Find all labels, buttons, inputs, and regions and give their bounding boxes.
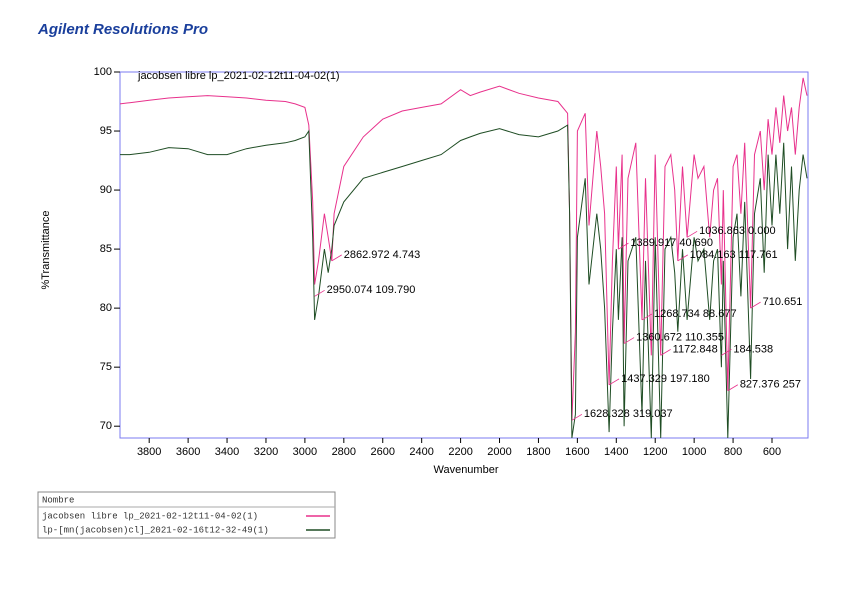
peak-label: 1084.163 117.761	[690, 249, 778, 261]
peak-label: 827.376 257	[740, 379, 801, 391]
y-tick-label: 80	[100, 302, 112, 314]
x-tick-label: 2600	[371, 446, 395, 458]
x-tick-label: 3600	[176, 446, 200, 458]
annotation-leader	[721, 349, 732, 356]
peak-label: 1036.863 0.000	[699, 225, 775, 237]
annotation-leader	[750, 301, 761, 309]
annotation-leader	[608, 378, 620, 386]
annotation-leader	[727, 384, 739, 392]
x-tick-label: 600	[763, 446, 781, 458]
y-tick-label: 85	[100, 243, 112, 255]
spectrum-label: jacobsen libre lp_2021-02-12t11-04-02(1)	[137, 70, 340, 82]
y-tick-label: 100	[94, 66, 112, 78]
annotation-leader	[314, 289, 325, 297]
x-tick-label: 1600	[565, 446, 589, 458]
x-tick-label: 1800	[526, 446, 550, 458]
y-tick-label: 95	[100, 125, 112, 137]
annotation-leader	[641, 313, 653, 321]
y-axis-label: %Transmittance	[40, 210, 52, 289]
annotation-leader	[677, 254, 689, 262]
y-tick-label: 70	[100, 420, 112, 432]
x-tick-label: 1400	[604, 446, 628, 458]
peak-label: 1268.734 88.677	[654, 308, 737, 320]
x-tick-label: 3000	[293, 446, 317, 458]
x-tick-label: 1200	[643, 446, 667, 458]
peak-label: 710.651	[763, 296, 803, 308]
annotation-leader	[618, 242, 629, 250]
annotation-leader	[660, 349, 671, 356]
x-tick-label: 2800	[332, 446, 356, 458]
x-tick-label: 800	[724, 446, 742, 458]
x-axis-label: Wavenumber	[433, 464, 498, 476]
x-tick-label: 1000	[682, 446, 706, 458]
x-tick-label: 3800	[137, 446, 161, 458]
peak-label: 1360.672 110.355	[636, 331, 724, 343]
spectrum-line	[120, 124, 808, 438]
peak-label: 2862.972 4.743	[344, 249, 420, 261]
peak-label: 1628.328 319.037	[584, 408, 673, 420]
spectrum-line	[120, 77, 808, 421]
plot-frame	[119, 71, 809, 439]
peak-label: 184.538	[733, 343, 773, 355]
peak-label: 1389.917 40.690	[630, 237, 713, 249]
x-tick-label: 3200	[254, 446, 278, 458]
annotation-leader	[623, 337, 635, 344]
peak-label: 1172.848	[673, 343, 718, 355]
y-tick-label: 75	[100, 361, 112, 373]
x-tick-label: 2000	[487, 446, 511, 458]
peak-label: 1437.329 197.180	[621, 373, 710, 385]
annotation-leader	[686, 230, 698, 238]
annotation-leader	[571, 413, 583, 421]
annotation-leader	[331, 254, 342, 262]
y-tick-label: 90	[100, 184, 112, 196]
legend-box	[37, 491, 336, 539]
x-tick-label: 2200	[448, 446, 472, 458]
legend-label: lp-[mn(jacobsen)cl]_2021-02-16t12-32-49(…	[42, 525, 269, 535]
legend-title: Nombre	[42, 495, 74, 505]
chart-title: Agilent Resolutions Pro	[37, 21, 208, 38]
peak-label: 2950.074 109.790	[327, 284, 416, 296]
x-tick-label: 3400	[215, 446, 239, 458]
legend-label: jacobsen libre lp_2021-02-12t11-04-02(1)	[42, 511, 258, 521]
x-tick-label: 2400	[409, 446, 433, 458]
plot-area	[120, 77, 808, 438]
